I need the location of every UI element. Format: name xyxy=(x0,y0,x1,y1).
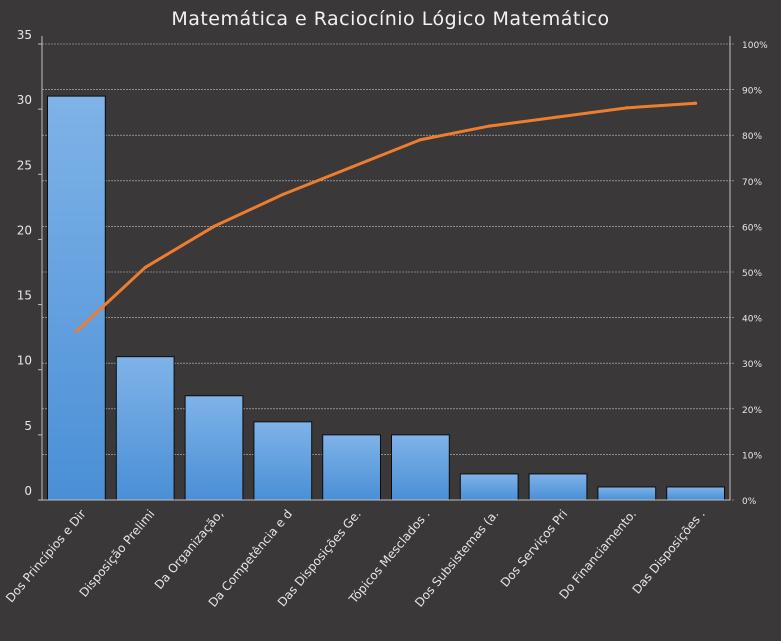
bar xyxy=(597,486,657,501)
bar xyxy=(666,486,725,501)
y-tick-label: 10 xyxy=(17,354,32,368)
y2-tick-label: 60% xyxy=(742,223,762,233)
tick-labels: 0 5 10 15 20 25 30 35 0% 10% 20% 30% 40% 50% 60% 70% 80%… xyxy=(3,28,768,610)
cumulative-point xyxy=(281,192,285,197)
bar xyxy=(459,473,519,501)
y-tick-label: 5 xyxy=(24,419,32,433)
cumulative-line xyxy=(74,101,698,333)
bars xyxy=(47,95,725,501)
cumulative-point xyxy=(556,115,560,119)
y2-tick-label: 0% xyxy=(742,497,757,507)
y2-tick-label: 10% xyxy=(742,451,762,461)
cumulative-point xyxy=(487,124,491,128)
y2-tick-label: 30% xyxy=(742,360,762,370)
y2-tick-label: 20% xyxy=(742,406,762,416)
bar xyxy=(184,395,244,501)
cumulative-point xyxy=(350,165,354,169)
bar xyxy=(391,434,450,501)
y-tick-label: 15 xyxy=(17,289,32,303)
cumulative-point xyxy=(625,106,629,110)
bar xyxy=(528,473,588,501)
x-tick-label: Dos Serviços Pri xyxy=(498,507,571,590)
axes xyxy=(38,36,731,501)
cumulative-point xyxy=(143,265,147,270)
y-tick-label: 30 xyxy=(17,93,32,107)
chart-title: Matemática e Raciocínio Lógico Matemátic… xyxy=(171,8,610,30)
cumulative-point xyxy=(418,138,422,142)
y-tick-label: 35 xyxy=(17,28,32,42)
cumulative-percent-line xyxy=(74,101,698,333)
bar xyxy=(115,356,175,501)
y2-tick-label: 100% xyxy=(742,41,768,51)
bar xyxy=(322,434,381,501)
y-tick-label: 20 xyxy=(17,223,32,237)
y-tick-label: 0 xyxy=(24,484,32,498)
x-tick-label: Das Disposições . xyxy=(630,507,708,597)
x-tick-label: Disposição Prelimi xyxy=(77,507,158,600)
cumulative-point xyxy=(212,224,216,228)
x-tick-label: Da Organização, xyxy=(152,507,227,592)
cumulative-point xyxy=(74,329,78,333)
y2-tick-label: 80% xyxy=(742,132,762,142)
y2-tick-label: 70% xyxy=(742,178,762,188)
bar xyxy=(253,421,313,501)
x-tick-label: Do Financiamento. xyxy=(556,507,639,602)
y2-tick-label: 40% xyxy=(742,315,762,325)
y-tick-label: 25 xyxy=(17,158,32,172)
y2-tick-label: 90% xyxy=(742,87,762,97)
y2-tick-label: 50% xyxy=(742,269,762,279)
bar xyxy=(47,95,106,501)
cumulative-point xyxy=(694,101,698,105)
